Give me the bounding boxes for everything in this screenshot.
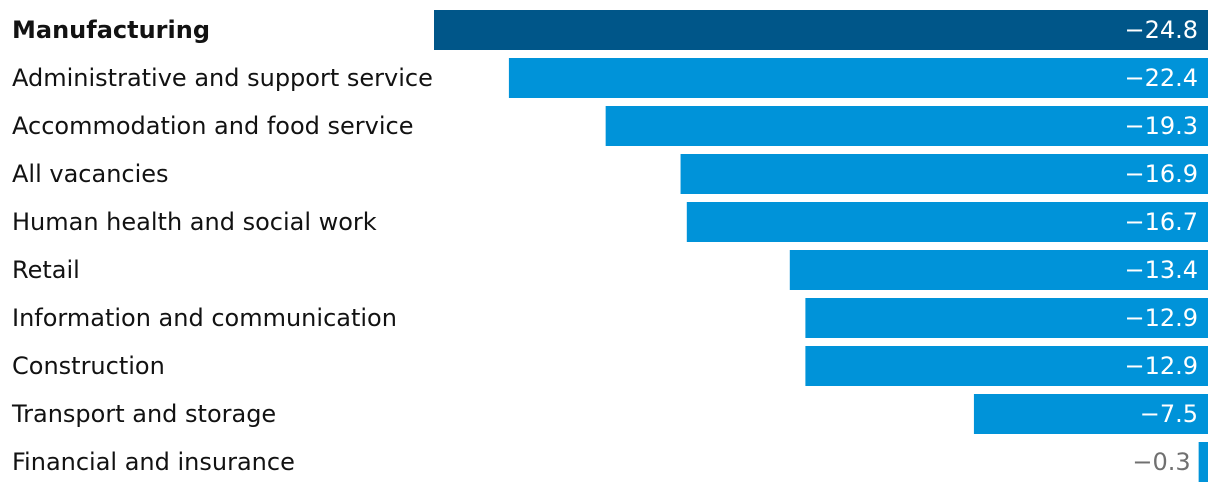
value-label: −16.9	[1124, 160, 1198, 188]
bar	[973, 394, 1208, 434]
bar	[1198, 442, 1208, 482]
value-label: −16.7	[1124, 208, 1198, 236]
bar	[686, 202, 1208, 242]
category-label: Information and communication	[12, 304, 397, 332]
bar	[605, 106, 1208, 146]
value-label: −19.3	[1124, 112, 1198, 140]
category-label: Manufacturing	[12, 16, 210, 44]
bar	[789, 250, 1208, 290]
bar	[680, 154, 1208, 194]
bar	[805, 346, 1208, 386]
value-label: −24.8	[1124, 16, 1198, 44]
category-label: Transport and storage	[11, 400, 276, 428]
bar	[434, 10, 1208, 50]
value-label: −12.9	[1124, 352, 1198, 380]
value-label: −7.5	[1140, 400, 1198, 428]
bar	[508, 58, 1209, 98]
value-label: −12.9	[1124, 304, 1198, 332]
category-label: Retail	[12, 256, 80, 284]
category-label: Construction	[12, 352, 165, 380]
value-label: −13.4	[1124, 256, 1198, 284]
value-label: −0.3	[1132, 448, 1190, 476]
value-label: −22.4	[1124, 64, 1198, 92]
category-label: All vacancies	[12, 160, 169, 188]
category-label: Human health and social work	[12, 208, 377, 236]
category-label: Administrative and support service	[12, 64, 433, 92]
category-label: Accommodation and food service	[12, 112, 413, 140]
category-label: Financial and insurance	[12, 448, 295, 476]
bar	[805, 298, 1208, 338]
